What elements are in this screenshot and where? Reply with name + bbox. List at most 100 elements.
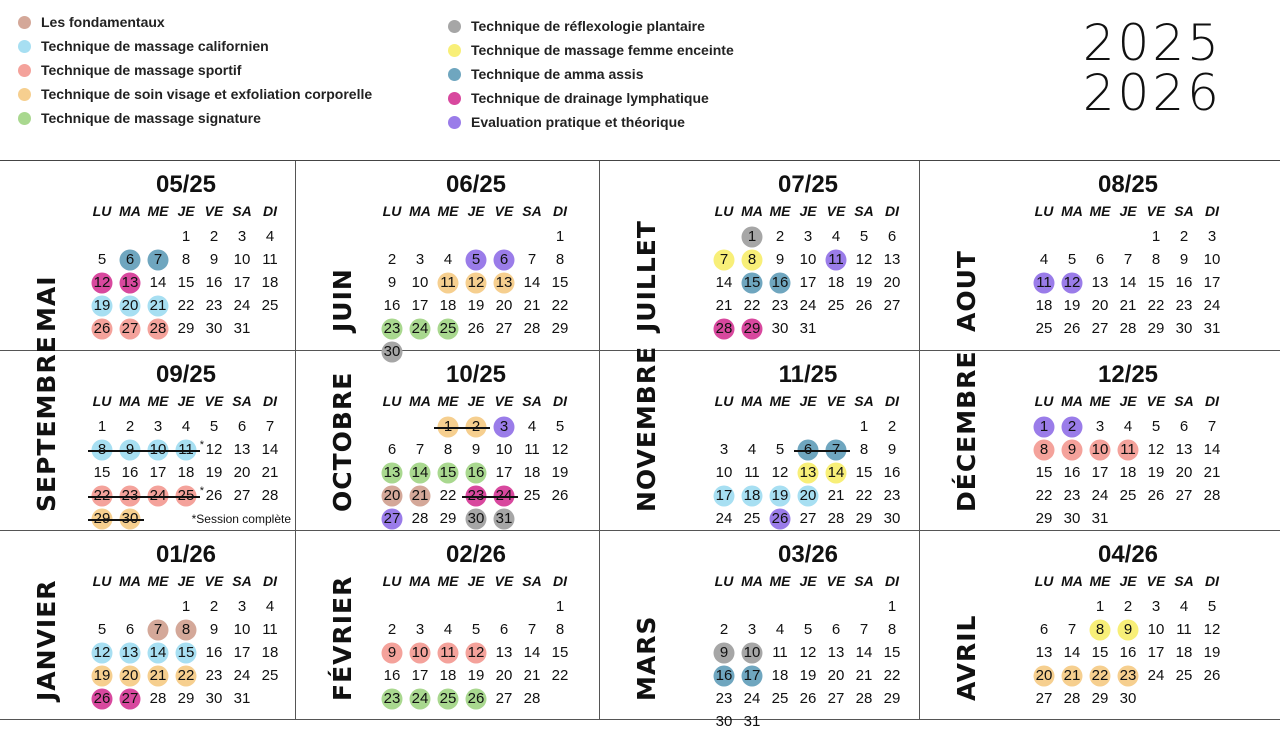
legend-color-dot-icon bbox=[448, 43, 461, 57]
day-number: 5 bbox=[803, 621, 813, 638]
day-number: 5 bbox=[471, 621, 481, 638]
legend-color-dot-icon bbox=[18, 39, 31, 53]
day-cell: 26 bbox=[1142, 484, 1170, 507]
month-name: JUIN bbox=[328, 268, 357, 332]
session-day: 14 bbox=[406, 461, 434, 484]
day-number: 23 bbox=[1119, 667, 1137, 684]
day-number: 17 bbox=[149, 464, 167, 481]
week-row: 8 9 10 11 * 12 13 14 bbox=[88, 438, 284, 461]
week-row: 5 6 7 8 9 10 11 bbox=[88, 248, 284, 271]
day-cell bbox=[256, 687, 284, 710]
session-day: 25 bbox=[434, 317, 462, 340]
session-day: 7 bbox=[822, 438, 850, 461]
weekday-label: LU bbox=[92, 393, 112, 409]
session-marker-signature bbox=[409, 318, 431, 339]
day-number: 20 bbox=[495, 667, 513, 684]
session-marker-evaluation bbox=[493, 416, 515, 437]
day-number: 1 bbox=[555, 598, 565, 615]
day-number: 19 bbox=[467, 667, 485, 684]
session-day: 11 * bbox=[172, 438, 204, 461]
day-cell: 9 bbox=[878, 438, 906, 461]
day-number: 18 bbox=[177, 464, 195, 481]
session-marker-sportif bbox=[1089, 439, 1111, 460]
day-cell: 14 bbox=[518, 271, 546, 294]
session-marker-signature bbox=[409, 688, 431, 709]
day-cell: 8 bbox=[172, 248, 200, 271]
day-cell: 24 bbox=[228, 664, 256, 687]
day-cell: 21 bbox=[256, 461, 284, 484]
week-row: 23 24 25 26 27 28 bbox=[378, 687, 574, 710]
day-cell bbox=[88, 595, 116, 618]
day-number: 3 bbox=[719, 441, 729, 458]
day-number: 3 bbox=[237, 598, 247, 615]
day-number: 12 bbox=[551, 441, 569, 458]
week-row: 27 28 29 30 31 bbox=[378, 507, 574, 530]
day-cell: 5 bbox=[1058, 248, 1086, 271]
session-marker-evaluation bbox=[381, 508, 403, 529]
day-cell bbox=[766, 415, 794, 438]
weekday-label: SA bbox=[854, 203, 874, 219]
day-number: 31 bbox=[799, 320, 817, 337]
session-day: 2 bbox=[462, 415, 490, 438]
day-number: 13 bbox=[233, 441, 251, 458]
day-cell: 20 bbox=[490, 664, 518, 687]
day-number: 5 bbox=[1207, 598, 1217, 615]
session-day: 8 bbox=[1030, 438, 1058, 461]
legend-color-dot-icon bbox=[18, 63, 31, 77]
week-row: 1 bbox=[378, 595, 574, 618]
day-cell: 1 bbox=[172, 595, 200, 618]
day-number: 27 bbox=[827, 690, 845, 707]
day-number: 24 bbox=[495, 487, 513, 504]
day-cell: 7 bbox=[518, 618, 546, 641]
weekday-label: SA bbox=[522, 393, 542, 409]
week-row: 26 27 28 29 30 31 bbox=[88, 687, 284, 710]
day-cell bbox=[710, 415, 738, 438]
session-day: 25 bbox=[434, 687, 462, 710]
day-number: 26 bbox=[205, 487, 223, 504]
weekday-label: JE bbox=[177, 393, 195, 409]
day-cell: 8 bbox=[1142, 248, 1170, 271]
day-number: 25 bbox=[827, 297, 845, 314]
day-number: 22 bbox=[177, 297, 195, 314]
day-cell bbox=[878, 710, 906, 733]
day-cell: 11 bbox=[256, 618, 284, 641]
day-number: 2 bbox=[209, 598, 219, 615]
day-cell: 13 bbox=[822, 641, 850, 664]
day-cell: 14 bbox=[710, 271, 738, 294]
day-number: 22 bbox=[883, 667, 901, 684]
session-day: 11 bbox=[822, 248, 850, 271]
weekday-label: JE bbox=[799, 393, 817, 409]
weekday-label: LU bbox=[92, 203, 112, 219]
week-row: 15 16 17 18 19 20 21 bbox=[88, 461, 284, 484]
session-day: 23 bbox=[1114, 664, 1142, 687]
day-number: 31 bbox=[233, 320, 251, 337]
day-cell: 17 bbox=[794, 271, 822, 294]
month-days: LU MA ME JE VE SA DI 1 2 3 4 5 6 7 8 9 10 11 12 13 14 15 16 17 1… bbox=[710, 203, 906, 340]
day-number: 1 bbox=[1095, 598, 1105, 615]
session-day: 13 bbox=[116, 271, 144, 294]
session-marker-fondamentaux bbox=[175, 619, 197, 640]
session-day: 30 bbox=[462, 507, 490, 530]
day-number: 12 bbox=[467, 274, 485, 291]
day-number: 26 bbox=[467, 690, 485, 707]
session-day: 2 bbox=[1058, 415, 1086, 438]
session-day: 9 bbox=[378, 641, 406, 664]
day-cell: 6 bbox=[228, 415, 256, 438]
day-number: 22 bbox=[855, 487, 873, 504]
day-cell: 8 bbox=[878, 618, 906, 641]
day-number: 20 bbox=[383, 487, 401, 504]
month-cell: JUILLET 07/25 LU MA ME JE VE SA DI 1 2 3 4 5 6 7 8 9 10 11 1… bbox=[600, 161, 920, 351]
day-cell: 14 bbox=[1058, 641, 1086, 664]
day-number: 21 bbox=[827, 487, 845, 504]
day-number: 3 bbox=[1207, 228, 1217, 245]
day-cell: 16 bbox=[1114, 641, 1142, 664]
day-number: 19 bbox=[1147, 464, 1165, 481]
month-name: OCTOBRE bbox=[328, 371, 357, 512]
day-number: 17 bbox=[1203, 274, 1221, 291]
day-cell: 8 bbox=[546, 618, 574, 641]
day-cell bbox=[1058, 595, 1086, 618]
day-number: 30 bbox=[1175, 320, 1193, 337]
day-number: 2 bbox=[125, 418, 135, 435]
day-cell: 30 bbox=[878, 507, 906, 530]
day-cell: 16 bbox=[200, 641, 228, 664]
